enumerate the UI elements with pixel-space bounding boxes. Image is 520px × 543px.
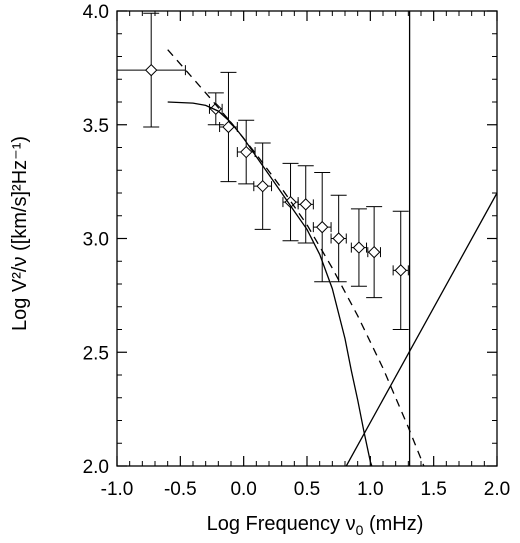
data-point-6 xyxy=(282,162,299,242)
x-axis-title-main: Log Frequency ν xyxy=(207,513,356,535)
x-axis-title-unit: (mHz) xyxy=(363,513,423,535)
plot-frame xyxy=(116,10,498,467)
diamond-marker xyxy=(352,241,366,254)
diamond-marker xyxy=(256,179,269,193)
y-tick-label: 4.0 xyxy=(83,2,109,23)
y-tick-label: 2.0 xyxy=(83,457,109,478)
data-point-8 xyxy=(312,172,332,283)
data-point-11 xyxy=(366,206,383,299)
y-axis: 2.0 2.5 3.0 3.5 4.0 xyxy=(83,2,497,478)
data-point-9 xyxy=(330,194,347,283)
x-axis-title-subscript: 0 xyxy=(356,522,364,538)
x-tick-label: -1.0 xyxy=(101,479,134,500)
diamond-marker xyxy=(332,232,345,245)
x-axis-title: Log Frequency ν0 (mHz) xyxy=(207,513,424,538)
data-point-5 xyxy=(253,142,273,230)
diamond-marker xyxy=(394,264,407,277)
x-tick-label: -0.5 xyxy=(164,479,197,500)
data-point-12 xyxy=(392,210,409,330)
data-point-3 xyxy=(219,71,238,183)
diamond-marker xyxy=(367,245,381,259)
data-point-4 xyxy=(236,119,256,185)
x-tick-label: 1.0 xyxy=(357,479,383,500)
diamond-marker xyxy=(239,145,253,159)
y-axis-title: Log V²/ν ([km/s]²Hz⁻¹) xyxy=(9,136,31,331)
y-tick-label: 2.5 xyxy=(83,343,109,364)
x-tick-label: 0.0 xyxy=(230,479,256,500)
plot-content xyxy=(117,11,497,466)
data-point-1 xyxy=(117,12,186,128)
diamond-marker xyxy=(299,198,312,211)
data-point-7 xyxy=(297,165,314,244)
x-tick-label: 1.5 xyxy=(420,479,446,500)
data-point-2 xyxy=(207,92,224,126)
diamond-marker xyxy=(144,63,158,77)
diamond-marker xyxy=(315,220,329,234)
model-line-2 xyxy=(167,101,373,466)
dashed-model-line xyxy=(167,49,425,466)
diamond-marker xyxy=(222,120,235,134)
x-tick-label: 0.5 xyxy=(294,479,320,500)
x-tick-label: 2.0 xyxy=(484,479,510,500)
data-point-10 xyxy=(350,208,368,287)
y-tick-label: 3.5 xyxy=(83,116,109,137)
y-tick-label: 3.0 xyxy=(83,230,109,251)
x-axis: -1.0 -0.5 0.0 0.5 1.0 1.5 2.0 xyxy=(101,11,510,500)
model-line-3 xyxy=(345,192,497,466)
